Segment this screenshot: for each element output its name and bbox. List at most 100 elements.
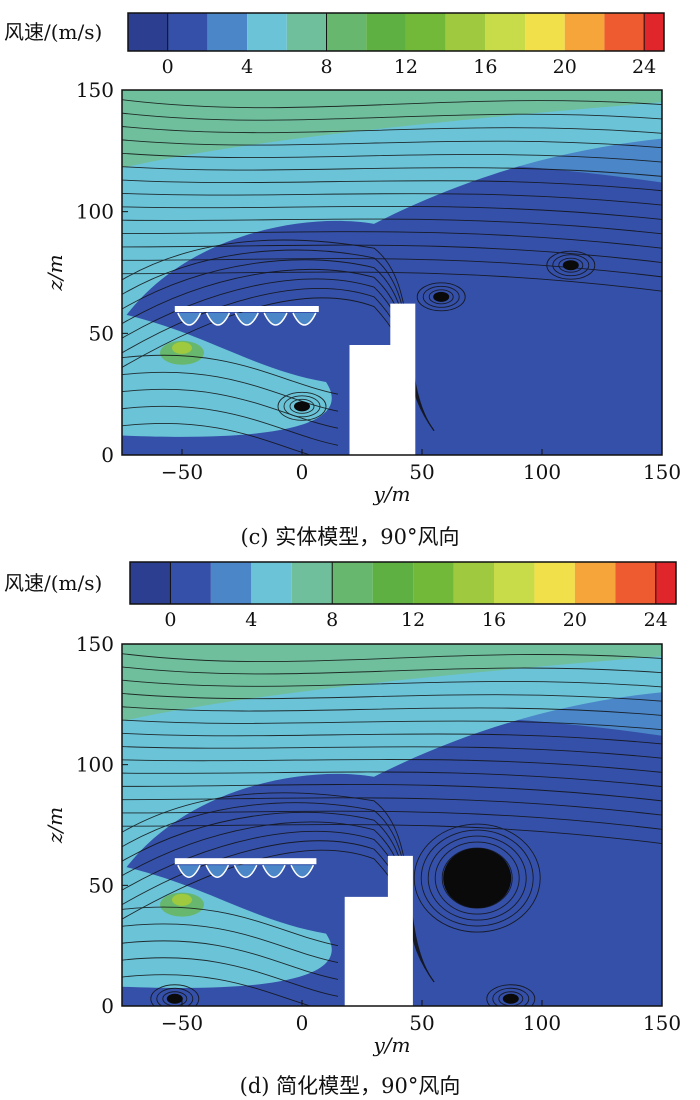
streamline xyxy=(122,205,662,220)
vortex-loop xyxy=(156,987,194,1006)
colorbar-segment xyxy=(247,13,287,51)
colorbar-segment xyxy=(534,562,575,604)
canopy-panel xyxy=(234,312,259,326)
streamline xyxy=(122,112,662,121)
streamline xyxy=(122,99,662,109)
vortex-loop xyxy=(150,984,200,1006)
y-tick-label: 100 xyxy=(76,753,114,777)
x-axis-label: y/m xyxy=(372,482,410,506)
colorbar-segment xyxy=(655,562,676,604)
vortex-loop xyxy=(434,841,520,915)
streamline xyxy=(122,371,339,412)
colorbar-tick-label: 4 xyxy=(241,56,253,78)
vortex-loop xyxy=(492,987,530,1006)
streamlines xyxy=(122,99,662,455)
canopy-plate xyxy=(174,306,319,312)
x-tick-label: 100 xyxy=(523,1011,561,1035)
streamline xyxy=(122,679,662,688)
colorbar-tick-label: 24 xyxy=(644,609,668,631)
colorbar-segment xyxy=(604,13,645,51)
colorbar-label: 风速/(m/s) xyxy=(4,20,102,44)
streamline xyxy=(122,974,312,1006)
y-axis-label: z/m xyxy=(43,807,67,844)
colorbar-segment xyxy=(128,13,168,51)
colorbar-segment xyxy=(207,13,248,51)
streamline xyxy=(122,784,662,802)
streamline xyxy=(122,218,662,235)
y-axis-label: z/m xyxy=(43,254,67,291)
colorbar-segment xyxy=(326,13,367,51)
streamline xyxy=(122,354,339,395)
panel-c: 风速/(m/s) 0 4 8 12 16 20 24 −50 0 50 100 150 0 50 100 150… xyxy=(4,12,681,549)
streamline xyxy=(122,746,662,759)
colorbar-tick-label: 0 xyxy=(162,56,174,78)
streamline xyxy=(122,797,662,816)
colorbar-segment xyxy=(286,13,327,51)
colorbar-segment xyxy=(494,562,535,604)
y-tick-label: 50 xyxy=(89,321,114,345)
streamline xyxy=(122,422,312,455)
colorbar-segment xyxy=(485,13,526,51)
canopy-panel xyxy=(205,864,230,878)
vortex-loop xyxy=(486,984,536,1006)
x-tick-label: 0 xyxy=(296,1011,309,1035)
streamline xyxy=(122,126,662,134)
colorbar-segment xyxy=(564,13,605,51)
x-tick-label: 150 xyxy=(643,460,681,484)
colorbar-tick-label: 24 xyxy=(632,56,656,78)
streamline xyxy=(122,231,662,249)
vortex-loop xyxy=(428,289,454,305)
colorbar-label: 风速/(m/s) xyxy=(4,571,102,595)
vortex-loop xyxy=(283,395,321,418)
vortex-loop xyxy=(427,835,527,921)
plot-frame xyxy=(121,643,663,1007)
colorbar-segment xyxy=(332,562,373,604)
streamline xyxy=(122,706,662,716)
colorbar-segment xyxy=(251,562,292,604)
colorbar-segment xyxy=(445,13,486,51)
colorbar-segment xyxy=(413,562,454,604)
canopy-plate xyxy=(174,858,317,865)
streamline xyxy=(122,802,435,983)
y-tick-label: 150 xyxy=(76,632,114,656)
caption-d: (d) 简化模型，90°风向 xyxy=(239,1074,461,1098)
streamline xyxy=(122,758,662,773)
streamline xyxy=(122,693,662,702)
streamline xyxy=(122,812,435,983)
vortex-core xyxy=(562,260,579,271)
x-tick-label: −50 xyxy=(161,1011,203,1035)
x-tick-label: 0 xyxy=(296,460,309,484)
plot-frame xyxy=(121,89,663,456)
streamline xyxy=(122,719,662,731)
vortex-loop xyxy=(420,829,534,927)
building xyxy=(349,303,416,455)
vortex-loop xyxy=(558,257,584,273)
colorbar-segment xyxy=(372,562,414,604)
colorbar-segment xyxy=(170,562,211,604)
streamline xyxy=(122,653,662,663)
canopy-panel xyxy=(290,864,315,878)
x-tick-label: 50 xyxy=(409,1011,434,1035)
y-tick-label: 50 xyxy=(89,873,114,897)
vortex-loop xyxy=(552,254,590,277)
vortex-core xyxy=(166,993,183,1004)
vortex-loop xyxy=(422,285,460,308)
vortex-core xyxy=(294,401,310,412)
colorbar-tick-label: 4 xyxy=(245,609,257,631)
colorbar-tick-label: 12 xyxy=(394,56,418,78)
streamline xyxy=(122,192,662,206)
colorbar-segment xyxy=(167,13,208,51)
contour-field xyxy=(122,90,662,455)
streamline xyxy=(122,923,339,964)
x-tick-label: 150 xyxy=(643,1011,681,1035)
colorbar-segment xyxy=(574,562,616,604)
vortex-core xyxy=(433,291,450,302)
streamline xyxy=(122,732,662,745)
canopy-panel xyxy=(177,864,201,878)
y-tick-label: 0 xyxy=(101,443,114,467)
streamline xyxy=(122,152,662,163)
canopy-panel xyxy=(262,864,286,878)
colorbar-tick-label: 20 xyxy=(553,56,577,78)
vortex-loop xyxy=(546,250,596,280)
streamline xyxy=(122,940,339,980)
